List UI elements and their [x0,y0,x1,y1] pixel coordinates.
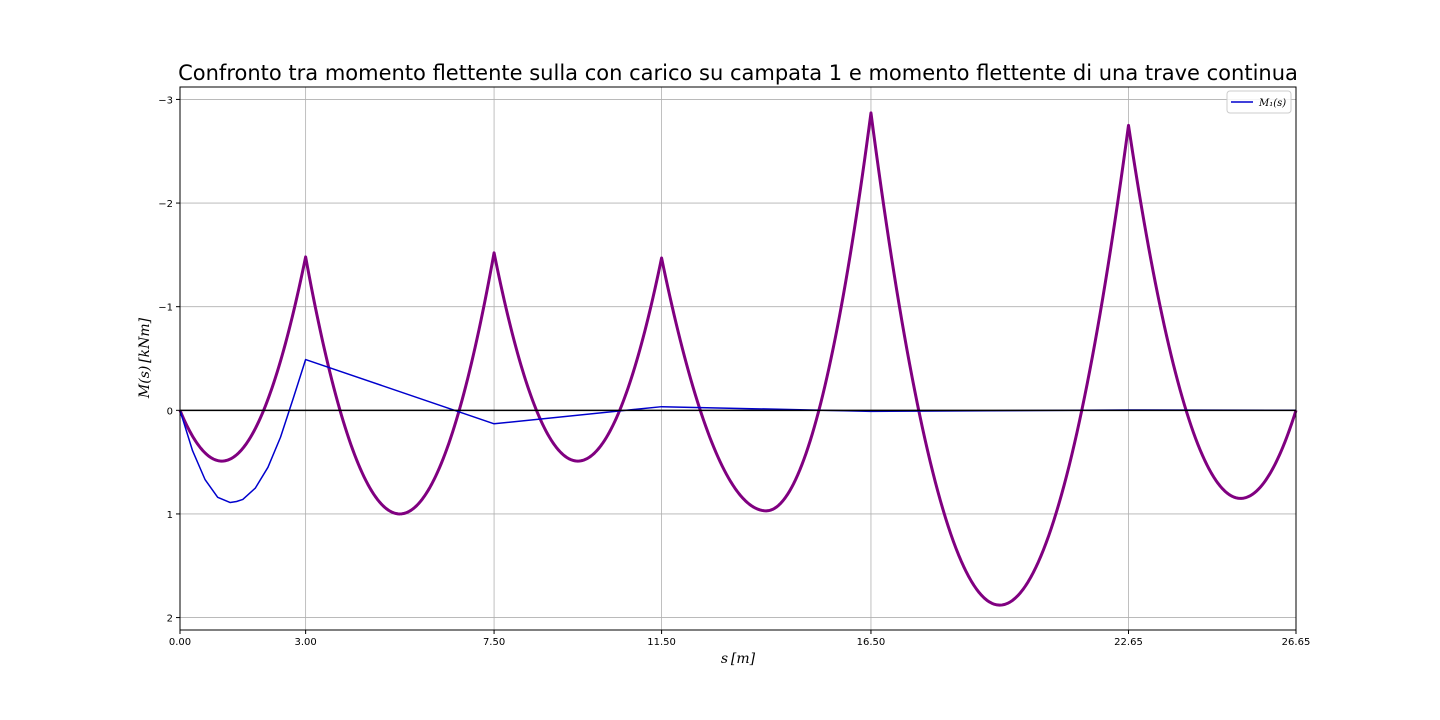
y-tick-label: 0 [167,406,173,417]
legend: M₁(s) [1226,90,1292,114]
y-tick-label: 2 [167,614,173,625]
chart-title: Confronto tra momento flettente sulla co… [178,61,1298,85]
x-tick-label: 11.50 [647,637,676,648]
x-axis-label: s [m] [721,651,756,667]
axis-ticks: 0.00 3.00 7.50 11.50 16.50 22.65 26.65 −3 −2 −1 0 1… [158,95,1310,648]
plot-frame [179,86,1297,631]
envelope-series-line [178,111,1298,607]
x-tick-label: 7.50 [483,637,505,648]
y-tick-label: −1 [158,303,173,314]
y-tick-label: 1 [167,510,173,521]
m1-series-line [179,358,1297,504]
x-tick-label: 22.65 [1114,637,1143,648]
plot-series [178,111,1298,607]
x-tick-label: 0.00 [169,637,191,648]
legend-box [1226,90,1292,114]
y-axis-label: M(s) [kNm] [137,317,153,399]
x-tick-label: 3.00 [294,637,316,648]
y-tick-label: −3 [158,95,173,106]
y-tick-label: −2 [158,199,173,210]
legend-label-m1: M₁(s) [1258,98,1286,109]
x-tick-label: 26.65 [1282,637,1311,648]
x-tick-label: 16.50 [857,637,886,648]
